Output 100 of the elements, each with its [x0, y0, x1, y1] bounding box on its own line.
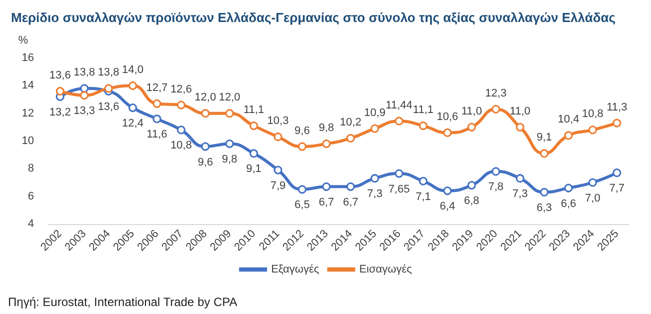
point: [322, 182, 331, 191]
y-tick-label: 14: [22, 80, 34, 92]
data-label: 6,4: [440, 200, 456, 213]
point: [467, 181, 476, 190]
point: [418, 176, 428, 186]
data-label: 6,6: [560, 198, 576, 210]
data-label: 7,1: [416, 190, 431, 203]
point: [492, 167, 500, 176]
data-label: 13,3: [74, 105, 96, 118]
point: [564, 131, 573, 140]
data-label: 10,6: [436, 110, 458, 123]
data-label: 10,8: [170, 140, 192, 152]
data-label: 6,3: [536, 202, 552, 214]
point: [176, 126, 186, 134]
data-label: 13,8: [98, 66, 120, 79]
data-label: 9,6: [294, 124, 310, 137]
text: Πηγή: Eurostat, International Trade by CPA: [8, 295, 238, 309]
point: [274, 132, 282, 142]
point: [588, 126, 597, 134]
point: [250, 122, 258, 130]
point: [443, 186, 452, 196]
legend-label: Εξαγωγές: [271, 264, 320, 276]
y-tick-label: 8: [28, 162, 34, 175]
data-label: 6,8: [464, 195, 480, 208]
data-label: 7,3: [512, 188, 528, 200]
point: [225, 140, 234, 148]
data-label: 6,7: [342, 196, 358, 208]
data-label: 13,2: [49, 106, 71, 118]
y-tick-label: 4: [28, 218, 34, 230]
y-tick-label: 6: [28, 190, 34, 202]
point: [492, 104, 500, 114]
point: [56, 86, 64, 96]
data-label: 12,0: [218, 92, 240, 104]
y-tick-label: 16: [22, 52, 34, 64]
point: [588, 178, 597, 187]
point: [516, 174, 524, 183]
point: [418, 122, 428, 130]
point: [298, 185, 306, 194]
chart-title: Μερίδιο συναλλαγών προϊόντων Ελλάδας-Γερμανίας στο σύνολο της αξίας συναλλαγών Ελλάδας: [11, 10, 616, 25]
data-label: 6,7: [318, 196, 334, 208]
point: [250, 149, 258, 158]
y-tick-label: 12: [22, 107, 34, 120]
data-label: 12,6: [170, 83, 192, 96]
data-label: 9,8: [222, 154, 238, 166]
data-label: 11,0: [510, 105, 530, 118]
point: [540, 188, 549, 196]
point: [298, 142, 306, 151]
point: [201, 109, 210, 118]
data-label: 13,8: [74, 66, 96, 79]
legend-label: Εισαγωγές: [359, 264, 412, 276]
data-label: 11,6: [146, 128, 168, 141]
point: [564, 184, 573, 192]
data-label: 6,5: [294, 199, 310, 212]
data-label: 11,44: [386, 99, 412, 112]
data-label: 7,9: [270, 180, 286, 192]
data-label: 7,8: [488, 181, 504, 194]
point: [322, 140, 331, 148]
point: [128, 104, 137, 112]
point: [346, 182, 355, 191]
data-label: 10,2: [340, 116, 362, 128]
point: [201, 142, 210, 151]
point: [370, 124, 380, 133]
point: [104, 84, 113, 93]
point: [612, 168, 622, 178]
point: [612, 118, 622, 128]
data-label: 14,0: [122, 64, 144, 76]
data-label: 10,9: [364, 106, 386, 119]
y-axis-title: %: [18, 34, 28, 46]
data-label: 12,4: [122, 118, 144, 130]
point: [467, 122, 476, 132]
data-label: 7,7: [609, 182, 625, 195]
data-label: 9,1: [536, 132, 552, 144]
point: [176, 100, 186, 110]
point: [540, 149, 549, 158]
data-label: 9,8: [318, 122, 334, 134]
data-label: 12,7: [146, 82, 168, 94]
data-label: 12,0: [194, 92, 216, 104]
data-label: 11,0: [461, 105, 482, 118]
data-label: 10,4: [558, 114, 580, 126]
data-label: 9,6: [198, 156, 214, 168]
point: [516, 122, 524, 132]
point: [443, 128, 452, 137]
data-label: 12,3: [485, 87, 507, 100]
point: [346, 134, 355, 142]
point: [152, 99, 162, 108]
point: [394, 116, 404, 126]
data-label: 10,8: [582, 108, 604, 120]
point: [128, 81, 137, 90]
point: [274, 166, 282, 174]
point: [370, 174, 380, 183]
data-label: 13,6: [98, 100, 120, 113]
data-label: 7,0: [585, 192, 600, 204]
data-label: 10,3: [267, 115, 289, 128]
data-label: 9,1: [246, 163, 262, 176]
data-label: 7,3: [367, 188, 382, 200]
point: [80, 84, 89, 93]
point: [225, 109, 234, 118]
data-label: 7,65: [388, 183, 410, 196]
point: [152, 114, 162, 124]
data-label: 11,1: [243, 104, 264, 116]
